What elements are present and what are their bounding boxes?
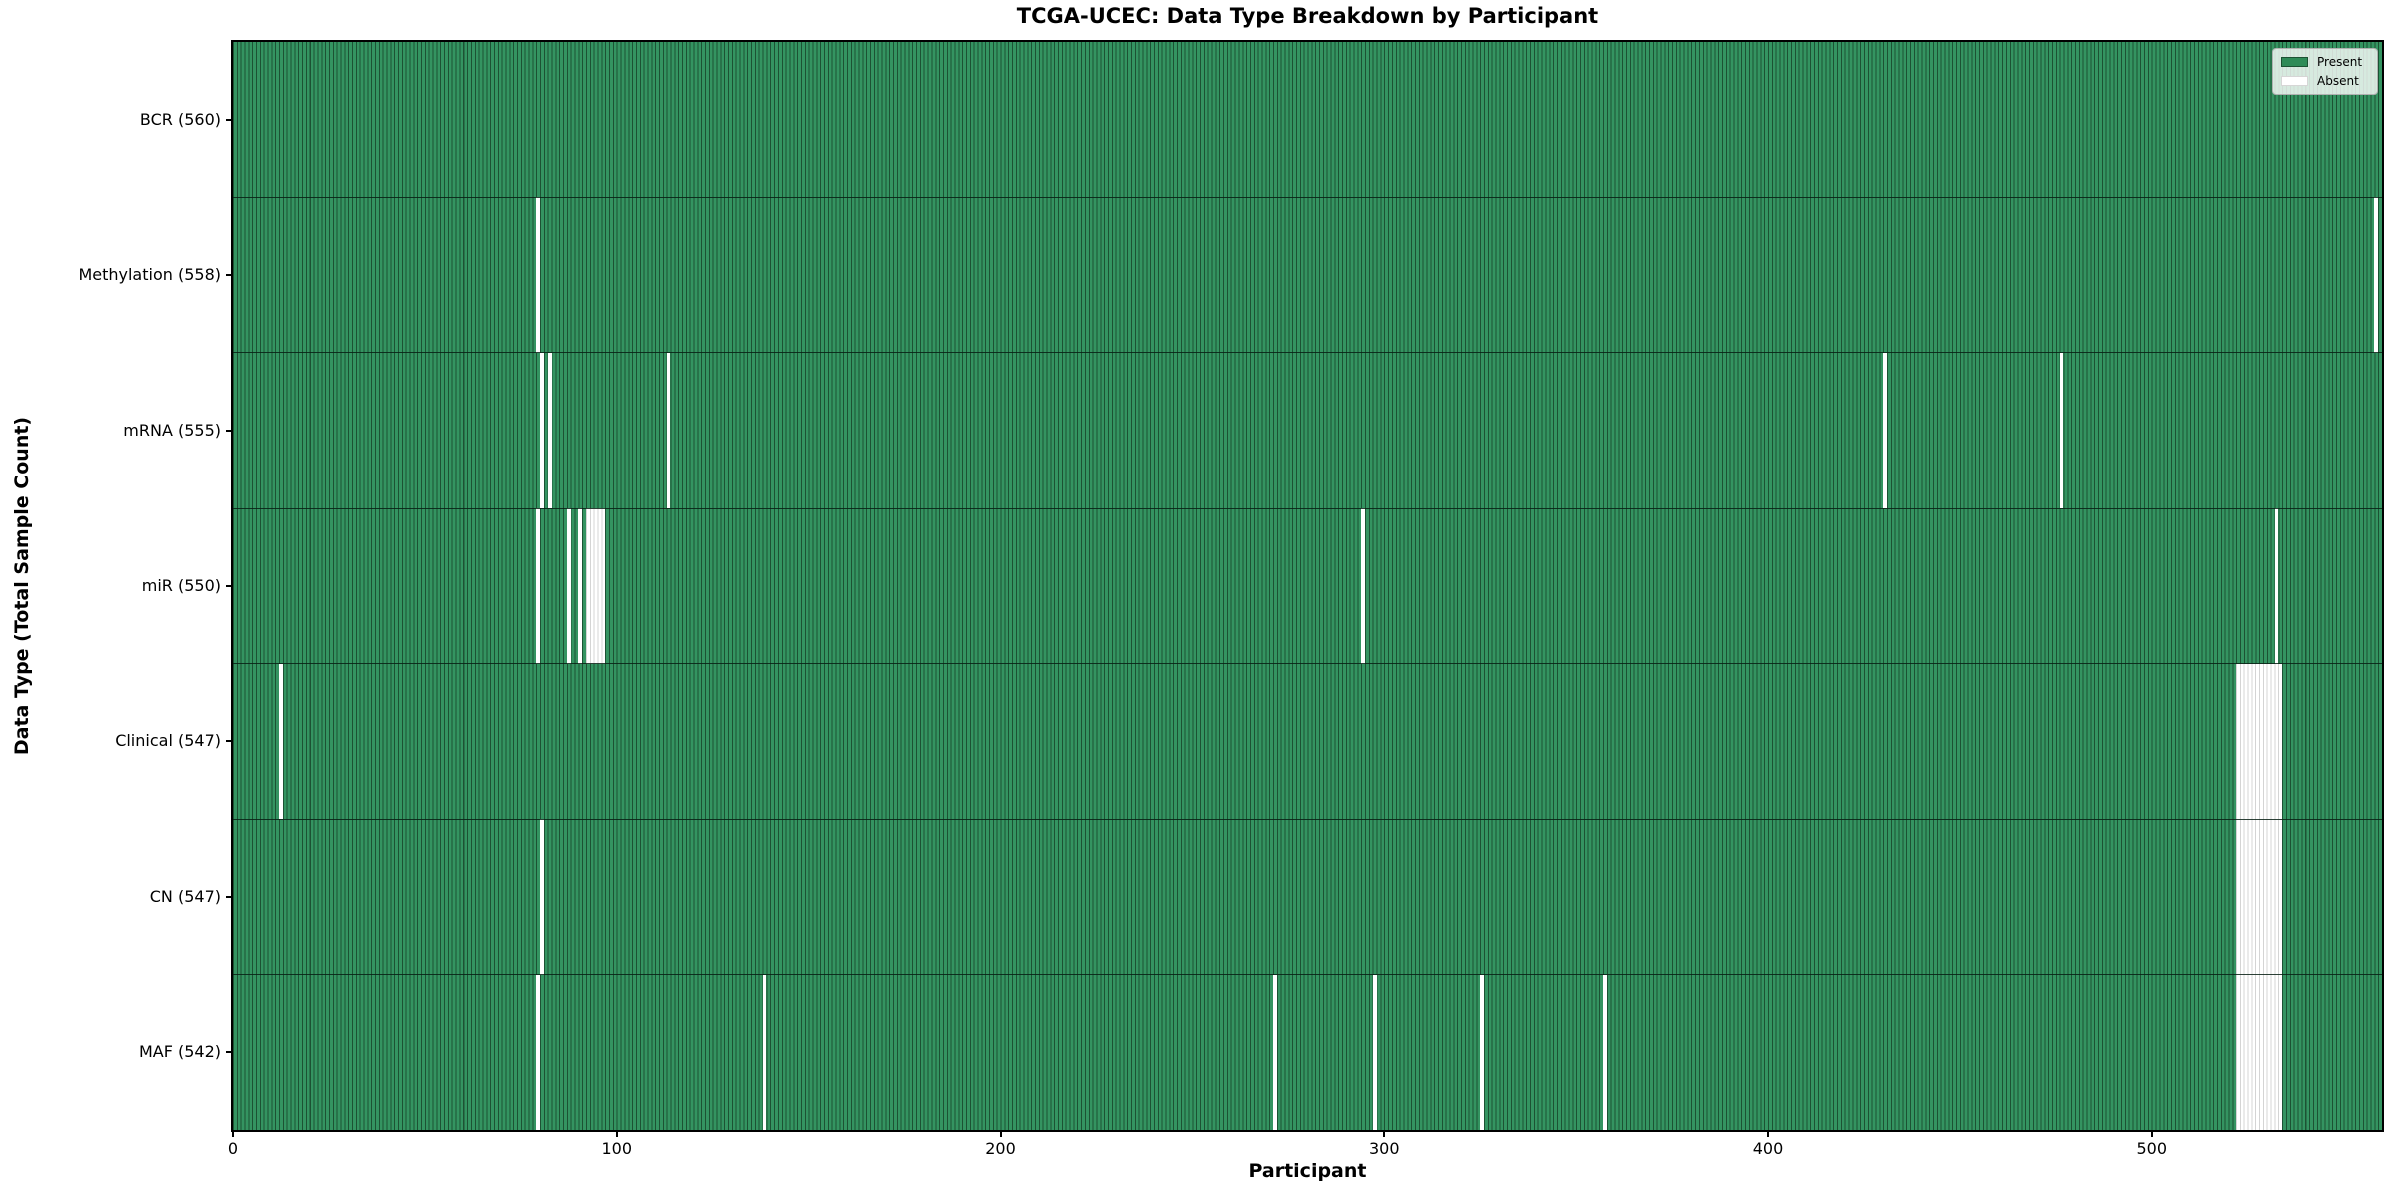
absent-stripe-mir-532 [2274, 508, 2279, 664]
y-tick-mrna [226, 429, 233, 432]
row-methylation [233, 197, 2382, 353]
x-tick-300 [1383, 1130, 1386, 1137]
row-mrna [233, 352, 2382, 509]
absent-stripe-methylation-79 [536, 197, 540, 353]
x-tick-100 [615, 1130, 618, 1137]
x-tick-200 [999, 1130, 1002, 1137]
absent-stripe-mrna-476 [2059, 352, 2064, 509]
absent-stripe-maf-325 [1480, 974, 1485, 1130]
absent-stripe-clinical-522 [2236, 663, 2283, 820]
legend-swatch-present [2281, 57, 2308, 67]
x-axis-label: Participant [1248, 1160, 1367, 1182]
absent-stripe-methylation-558 [2374, 197, 2379, 353]
absent-stripe-clinical-12 [279, 663, 283, 820]
x-tick-400 [1767, 1130, 1769, 1137]
absent-stripe-maf-357 [1602, 974, 1607, 1130]
x-tick-label-200: 200 [985, 1139, 1016, 1158]
y-tick-mir [226, 585, 233, 587]
y-tick-label-clinical: Clinical (547) [115, 731, 221, 751]
y-axis-label: Data Type (Total Sample Count) [11, 416, 33, 756]
absent-stripe-mir-79 [536, 508, 540, 664]
row-divider [233, 974, 2382, 976]
absent-stripe-mrna-430 [1883, 352, 1887, 509]
absent-stripe-mrna-82 [547, 352, 552, 509]
absent-stripe-maf-522 [2236, 974, 2283, 1130]
legend-label-present: Present [2317, 55, 2363, 69]
x-tick-label-100: 100 [601, 1139, 633, 1158]
y-tick-cn [226, 895, 233, 898]
absent-stripe-mrna-80 [540, 352, 544, 509]
y-tick-maf [226, 1051, 233, 1054]
y-tick-label-maf: MAF (542) [138, 1042, 221, 1062]
absent-stripe-mir-90 [578, 508, 583, 664]
x-tick-label-0: 0 [227, 1139, 239, 1158]
absent-stripe-cn-522 [2236, 819, 2283, 975]
row-clinical [233, 663, 2382, 820]
legend-swatch-absent [2281, 76, 2308, 86]
row-bcr [233, 42, 2382, 198]
chart-title: TCGA-UCEC: Data Type Breakdown by Partic… [1016, 4, 1599, 28]
y-tick-label-bcr: BCR (560) [139, 109, 221, 129]
absent-stripe-maf-271 [1272, 974, 1277, 1130]
absent-stripe-mir-294 [1361, 508, 1366, 664]
legend: Present Absent [2272, 48, 2378, 95]
row-maf [233, 974, 2382, 1130]
row-cn [233, 819, 2382, 975]
x-tick-0 [232, 1130, 234, 1137]
row-divider [233, 352, 2382, 354]
row-mir [233, 508, 2382, 664]
x-tick-label-400: 400 [1752, 1139, 1784, 1158]
y-tick-bcr [226, 118, 233, 121]
y-tick-clinical [226, 740, 233, 743]
legend-item-absent: Absent [2281, 74, 2369, 88]
legend-item-present: Present [2281, 55, 2369, 69]
y-tick-methylation [226, 274, 233, 277]
absent-stripe-maf-79 [536, 974, 540, 1130]
x-tick-label-300: 300 [1368, 1139, 1400, 1158]
x-tick-label-500: 500 [2136, 1139, 2168, 1158]
absent-stripe-cn-80 [540, 819, 544, 975]
absent-stripe-mrna-113 [666, 352, 671, 509]
y-tick-label-mir: miR (550) [141, 576, 221, 595]
x-tick-500 [2150, 1130, 2153, 1137]
legend-label-absent: Absent [2317, 74, 2359, 88]
absent-stripe-mir-92 [586, 508, 606, 664]
row-divider [233, 663, 2382, 665]
row-divider [233, 818, 2382, 820]
plot-area [231, 40, 2384, 1132]
absent-stripe-maf-138 [762, 974, 767, 1130]
y-tick-label-methylation: Methylation (558) [78, 265, 221, 285]
row-divider [233, 507, 2382, 509]
absent-stripe-mir-87 [566, 508, 571, 664]
absent-stripe-maf-297 [1372, 974, 1377, 1130]
row-divider [233, 196, 2382, 198]
y-tick-label-cn: CN (547) [149, 886, 221, 906]
y-tick-label-mrna: mRNA (555) [123, 420, 221, 440]
